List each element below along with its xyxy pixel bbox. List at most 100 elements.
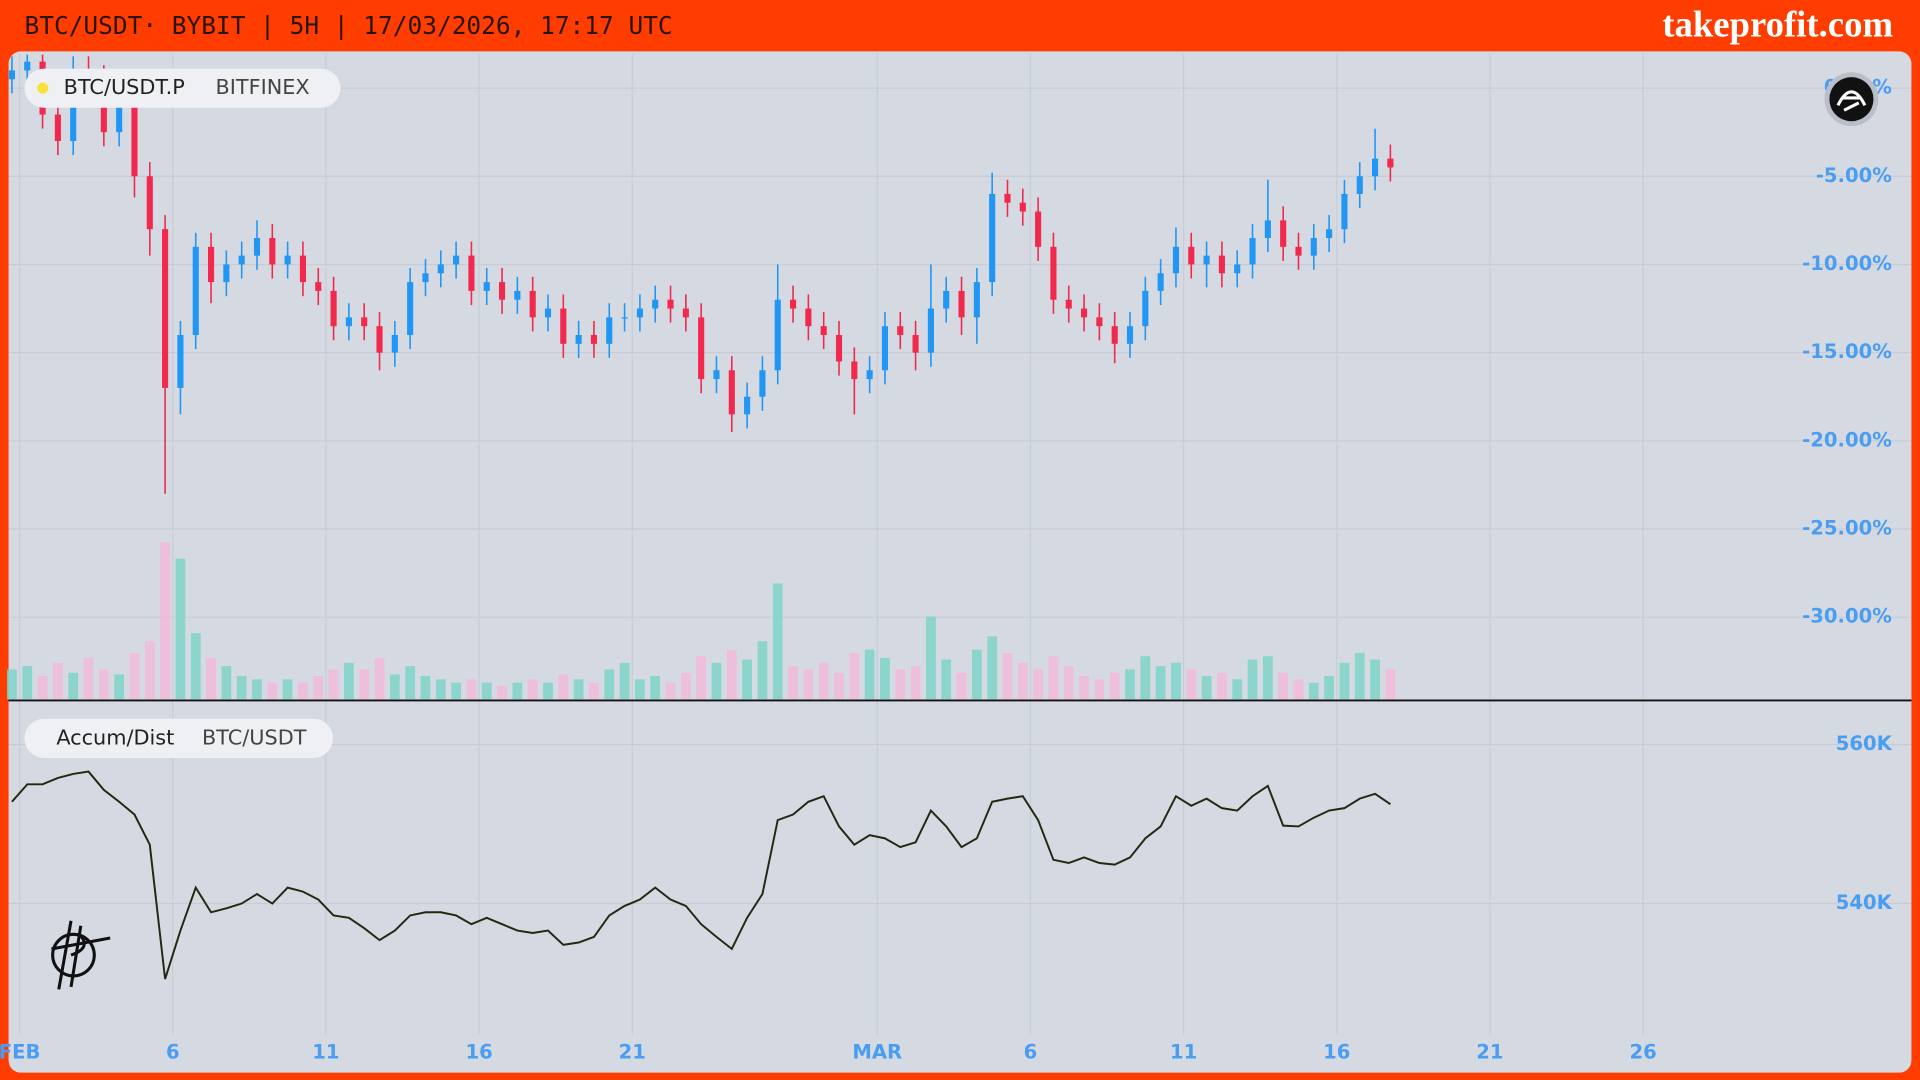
ad-line xyxy=(11,770,1391,980)
price-legend[interactable]: BTC/USDT.P BITFINEX xyxy=(24,68,341,108)
candle-body xyxy=(1080,308,1088,318)
volume-bar xyxy=(604,669,615,700)
volume-bar xyxy=(282,679,293,700)
candle-body xyxy=(391,334,398,353)
volume-bar xyxy=(910,666,921,700)
marks: 0.00%-5.00%-10.00%-15.00%-20.00%-25.00%-… xyxy=(0,54,1893,1064)
volume-bar xyxy=(389,674,400,700)
candle-body xyxy=(207,246,215,283)
volume-bar xyxy=(634,679,645,700)
volume-bar xyxy=(680,672,691,700)
y-tick-label: -30.00% xyxy=(1802,605,1892,628)
candle-body xyxy=(1050,246,1057,300)
candle-body xyxy=(299,255,307,283)
volume-bar xyxy=(405,666,416,700)
volume-bar xyxy=(313,676,324,700)
volume-bar xyxy=(175,558,186,700)
candle-body xyxy=(284,255,291,265)
candle-body xyxy=(621,317,628,319)
brand: takeprofit.com xyxy=(1662,4,1893,45)
volume-bar xyxy=(497,685,507,700)
candle-body xyxy=(24,61,31,71)
volume-bar xyxy=(1125,669,1135,700)
candle-body xyxy=(437,264,444,274)
candle-body xyxy=(789,299,797,309)
candle-body xyxy=(1157,273,1164,291)
candle-body xyxy=(177,334,184,388)
candle-body xyxy=(713,370,720,380)
candle-body xyxy=(1387,158,1394,168)
volume-bar xyxy=(880,657,890,700)
candle-body xyxy=(636,308,643,318)
candle-body xyxy=(667,299,674,309)
candle-body xyxy=(1356,176,1363,194)
candle-body xyxy=(407,282,414,335)
candle-body xyxy=(1295,246,1302,256)
volume-bar xyxy=(1370,659,1380,700)
candle-body xyxy=(483,282,490,291)
x-tick-label: 21 xyxy=(619,1041,646,1064)
volume-bar xyxy=(1063,666,1074,700)
candle-body xyxy=(835,334,843,362)
volume-bar xyxy=(1339,662,1350,700)
logo-strokes xyxy=(51,920,111,990)
x-tick-label: 26 xyxy=(1629,1041,1656,1064)
candle-body xyxy=(1341,193,1348,230)
volume-bar xyxy=(83,657,94,700)
volume-bar xyxy=(864,649,875,700)
candle-body xyxy=(866,370,873,380)
volume-bar xyxy=(1324,676,1335,700)
candle-body xyxy=(1142,290,1149,327)
candle-body xyxy=(1019,202,1026,212)
candle-body xyxy=(544,308,552,318)
volume-bar xyxy=(772,583,783,700)
volume-bar xyxy=(956,672,967,700)
indicator-symbol: BTC/USDT xyxy=(202,725,307,749)
candle-body xyxy=(1188,246,1195,265)
candle-body xyxy=(560,308,567,344)
candle-body xyxy=(116,105,123,133)
volume-bar xyxy=(1293,679,1304,700)
candle-body xyxy=(575,334,582,344)
volume-bar xyxy=(7,669,17,700)
x-tick-label: 11 xyxy=(1170,1041,1197,1064)
volume-bar xyxy=(343,662,354,700)
volume-bar xyxy=(1385,669,1396,700)
candle-body xyxy=(805,308,812,327)
x-tick-label: 6 xyxy=(1024,1041,1038,1064)
volume-bar xyxy=(252,679,262,700)
candle-body xyxy=(1372,158,1379,177)
volume-bar xyxy=(987,636,998,700)
volume-bar xyxy=(1262,656,1273,700)
volume-bar xyxy=(512,682,523,700)
volume-bar xyxy=(650,676,661,700)
volume-bar xyxy=(160,542,170,700)
indicator-legend[interactable]: Accum/Dist BTC/USDT xyxy=(24,718,334,758)
avatar-button[interactable] xyxy=(1824,72,1879,127)
volume-bar xyxy=(129,652,140,700)
volume-bar xyxy=(834,672,844,700)
candle-body xyxy=(590,334,598,344)
candle-body xyxy=(973,282,980,318)
candle-body xyxy=(881,326,889,371)
volume-bar xyxy=(711,662,722,700)
volume-bar xyxy=(742,659,753,700)
candle-body xyxy=(1172,246,1180,274)
volume-bar xyxy=(114,674,125,700)
volume-bar xyxy=(236,676,247,700)
candle-body xyxy=(1310,237,1317,256)
volume-bar xyxy=(803,669,814,700)
x-tick-label: FEB xyxy=(0,1041,40,1064)
volume-bar xyxy=(435,679,446,700)
volume-bar xyxy=(1033,669,1044,700)
candle-body xyxy=(820,326,827,335)
candle-body xyxy=(897,326,904,335)
candle-body xyxy=(376,326,383,353)
candle-body xyxy=(498,282,506,300)
candle-body xyxy=(774,299,781,371)
candle-body xyxy=(315,282,322,291)
volume-bar xyxy=(543,682,553,700)
chart-panel xyxy=(8,51,1912,1073)
x-tick-label: 16 xyxy=(1323,1041,1350,1064)
legend-dot xyxy=(37,82,49,94)
